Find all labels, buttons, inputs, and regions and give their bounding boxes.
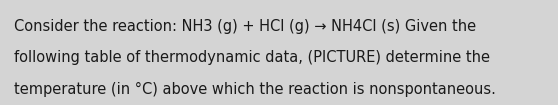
Text: following table of thermodynamic data, (PICTURE) determine the: following table of thermodynamic data, (… — [14, 50, 490, 65]
Text: temperature (in °C) above which the reaction is nonspontaneous.: temperature (in °C) above which the reac… — [14, 82, 496, 97]
Text: Consider the reaction: NH3 (g) + HCl (g) → NH4Cl (s) Given the: Consider the reaction: NH3 (g) + HCl (g)… — [14, 19, 476, 34]
